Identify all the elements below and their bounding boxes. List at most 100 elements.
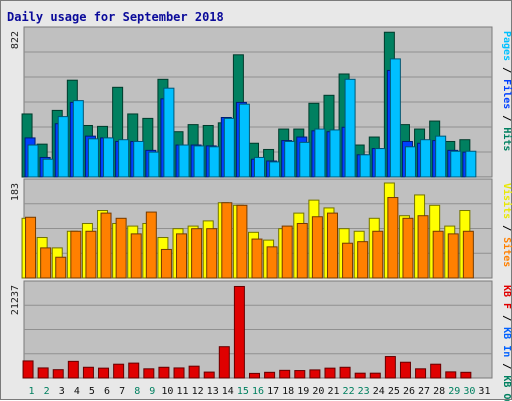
bar-pages-day-18	[284, 140, 296, 178]
legend-entry: KB Out	[501, 375, 512, 401]
bar-kb-f-day-28	[430, 363, 442, 379]
legend-entry: /	[501, 219, 512, 237]
day-label-12: 12	[192, 386, 204, 397]
bar-sites-day-8	[130, 233, 142, 279]
bar-kb-f-day-26	[399, 361, 411, 379]
bar-kb-f-day-6	[98, 367, 110, 379]
bar-sites-day-13	[206, 228, 218, 279]
day-label-20: 20	[312, 386, 324, 397]
bar-kb-f-day-23	[354, 372, 366, 379]
day-label-25: 25	[388, 386, 400, 397]
legend-entry: /	[501, 61, 512, 79]
day-label-16: 16	[252, 386, 264, 397]
legend-entry: Files	[501, 79, 512, 109]
bar-pages-day-23	[359, 154, 371, 178]
bar-sites-day-22	[342, 242, 354, 279]
bar-pages-day-25	[389, 58, 401, 178]
bar-kb-f-day-27	[415, 368, 427, 379]
bar-pages-day-9	[148, 151, 160, 178]
bar-sites-day-9	[145, 211, 157, 279]
legend-hits-files-pages: Pages / Files / Hits	[501, 31, 512, 151]
bar-kb-f-day-25	[384, 356, 396, 379]
bar-kb-f-day-22	[339, 366, 351, 379]
bar-sites-day-3	[55, 256, 67, 279]
bar-sites-day-26	[402, 217, 414, 279]
bar-pages-day-4	[72, 100, 84, 178]
bar-kb-f-day-7	[113, 363, 125, 379]
y-max-label-kb: 21237	[10, 285, 21, 315]
bar-pages-day-29	[450, 150, 462, 178]
bar-kb-f-day-14	[218, 346, 230, 379]
bar-pages-day-24	[374, 148, 386, 178]
bar-kb-f-day-8	[128, 362, 140, 379]
bar-kb-f-day-18	[279, 369, 291, 379]
bar-kb-f-day-10	[158, 366, 170, 379]
legend-entry: /	[501, 109, 512, 127]
day-label-2: 2	[44, 386, 50, 397]
y-max-label-visits-sites: 183	[10, 183, 21, 201]
day-label-29: 29	[448, 386, 460, 397]
bar-pages-day-27	[420, 139, 432, 178]
bar-kb-f-day-1	[22, 360, 34, 379]
bar-pages-day-1	[27, 144, 39, 178]
day-label-17: 17	[267, 386, 279, 397]
day-label-15: 15	[237, 386, 249, 397]
day-label-18: 18	[282, 386, 294, 397]
bar-pages-day-10	[163, 87, 175, 178]
bar-pages-day-12	[193, 145, 205, 178]
day-label-21: 21	[327, 386, 339, 397]
day-label-1: 1	[29, 386, 35, 397]
legend-entry: /	[501, 357, 512, 375]
bar-kb-f-day-2	[37, 367, 49, 379]
bar-kb-f-day-5	[82, 366, 94, 379]
bar-kb-f-day-17	[264, 371, 276, 379]
day-label-23: 23	[358, 386, 370, 397]
day-label-19: 19	[297, 386, 309, 397]
bar-sites-day-15	[236, 204, 248, 279]
bar-kb-f-day-12	[188, 365, 200, 379]
bar-sites-day-11	[176, 233, 188, 279]
bar-sites-day-19	[296, 222, 308, 279]
bar-kb-f-day-15	[233, 285, 245, 379]
bar-pages-day-6	[103, 137, 115, 178]
day-label-3: 3	[59, 386, 65, 397]
bar-sites-day-18	[281, 225, 293, 279]
bar-sites-day-24	[372, 230, 384, 279]
bar-pages-day-19	[299, 141, 311, 178]
bar-sites-day-4	[70, 230, 82, 279]
day-label-9: 9	[149, 386, 155, 397]
bar-sites-day-28	[432, 230, 444, 279]
bar-pages-day-8	[133, 140, 145, 178]
day-label-4: 4	[74, 386, 80, 397]
bar-pages-day-15	[238, 103, 250, 178]
bar-kb-f-day-29	[445, 371, 457, 379]
day-label-14: 14	[222, 386, 234, 397]
legend-entry: Sites	[501, 237, 512, 267]
bar-pages-day-26	[404, 146, 416, 178]
day-label-31: 31	[478, 386, 490, 397]
legend-entry: /	[501, 309, 512, 327]
day-label-24: 24	[373, 386, 385, 397]
bar-kb-f-day-30	[460, 371, 472, 379]
day-label-10: 10	[161, 386, 173, 397]
chart-title: Daily usage for September 2018	[7, 10, 224, 24]
day-label-11: 11	[176, 386, 188, 397]
bar-pages-day-3	[57, 116, 69, 178]
bar-pages-day-30	[465, 150, 477, 178]
day-label-30: 30	[463, 386, 475, 397]
day-label-7: 7	[119, 386, 125, 397]
bar-sites-day-1	[25, 216, 37, 279]
day-label-13: 13	[207, 386, 219, 397]
bar-kb-f-day-21	[324, 367, 336, 379]
bar-pages-day-16	[254, 156, 265, 178]
bar-sites-day-27	[417, 215, 429, 279]
bar-sites-day-16	[251, 238, 263, 279]
bar-pages-day-22	[344, 78, 356, 178]
day-label-26: 26	[403, 386, 415, 397]
bar-sites-day-17	[266, 246, 278, 279]
bar-pages-day-21	[329, 129, 341, 178]
bar-kb-f-day-24	[369, 372, 381, 379]
bar-sites-day-29	[447, 233, 459, 279]
bar-sites-day-14	[221, 202, 233, 279]
